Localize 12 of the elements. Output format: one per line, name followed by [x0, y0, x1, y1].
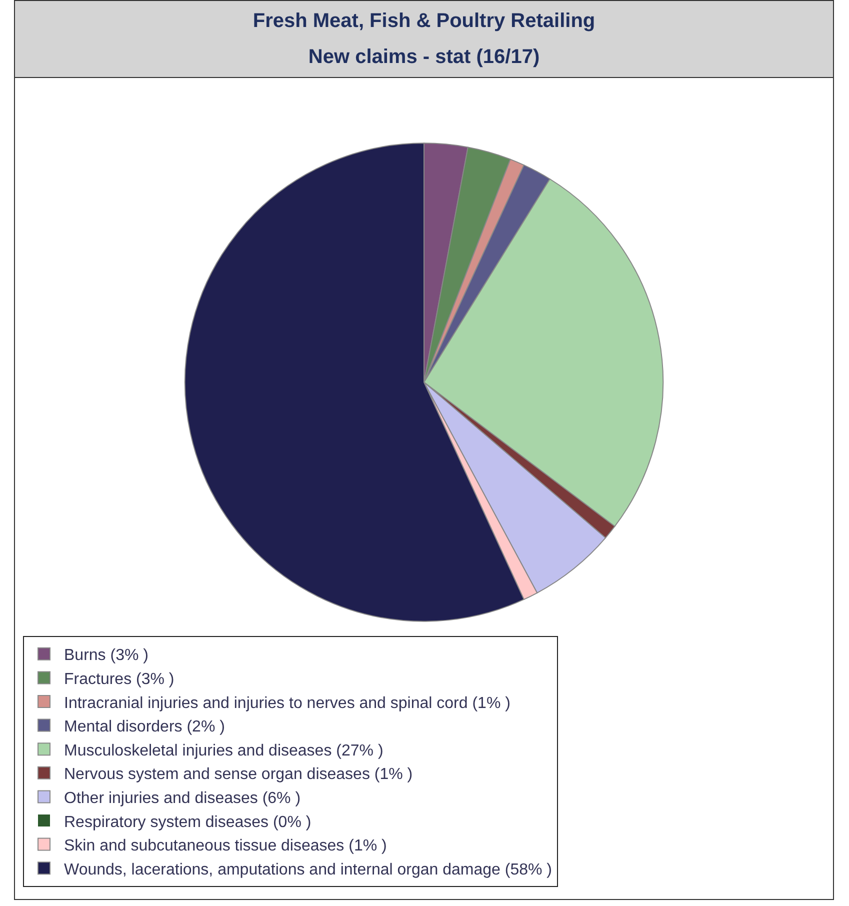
legend-label: Skin and subcutaneous tissue diseases (1% )	[64, 838, 387, 855]
legend-label: Mental disorders (2% )	[64, 718, 225, 736]
chart-title: Fresh Meat, Fish & Poultry Retailing	[252, 9, 596, 34]
legend-label: Other injuries and diseases (6% )	[64, 790, 301, 807]
legend-label: Wounds, lacerations, amputations and internal organ damage (58% )	[64, 861, 552, 878]
legend-label: Fractures (3% )	[64, 670, 174, 688]
legend-label: Respiratory system diseases (0% )	[64, 814, 312, 831]
legend-label: Burns (3% )	[64, 647, 148, 664]
legend-label: Intracranial injuries and injuries to nerves and spinal cord (1% )	[64, 694, 510, 712]
chart-subtitle: New claims - stat (16/17)	[307, 45, 541, 70]
legend-label: Musculoskeletal injuries and diseases (27% )	[64, 742, 384, 760]
legend-label: Nervous system and sense organ diseases (1% )	[64, 766, 413, 784]
